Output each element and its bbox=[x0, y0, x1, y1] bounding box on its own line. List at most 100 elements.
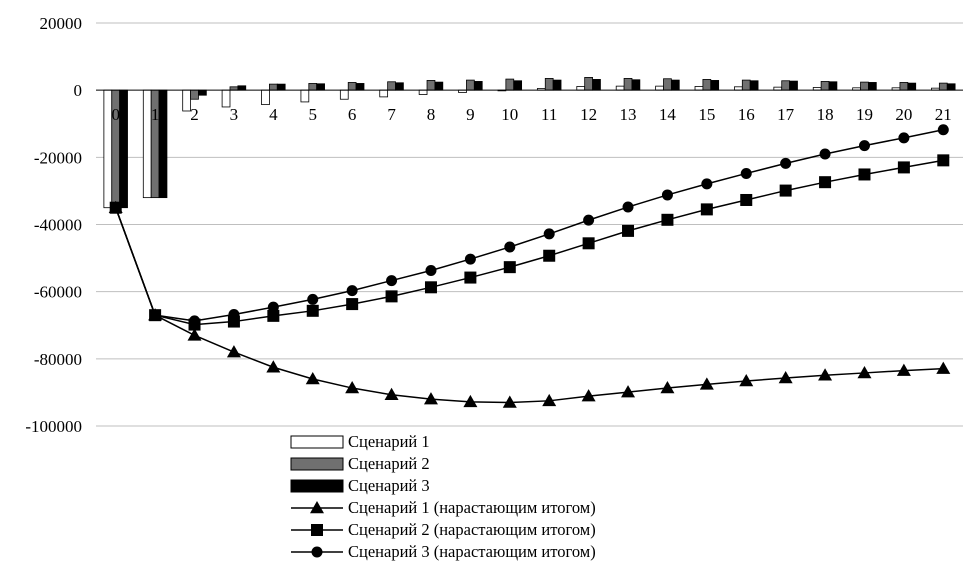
x-tick-label: 20 bbox=[895, 105, 912, 124]
x-tick-label: 15 bbox=[698, 105, 715, 124]
marker-triangle bbox=[226, 345, 241, 358]
x-tick-label: 3 bbox=[230, 105, 239, 124]
marker-circle bbox=[661, 189, 673, 201]
bar bbox=[355, 83, 365, 91]
bar bbox=[576, 86, 586, 91]
legend-swatch bbox=[290, 435, 344, 449]
y-tick-label: -100000 bbox=[25, 417, 82, 436]
series-line bbox=[109, 154, 950, 331]
legend: Сценарий 1 Сценарий 2 Сценарий 3 Сценарий 1… bbox=[290, 432, 596, 561]
marker-triangle bbox=[621, 385, 636, 398]
marker-square bbox=[622, 224, 635, 237]
x-tick-label: 19 bbox=[856, 105, 873, 124]
legend-label: Сценарий 2 bbox=[348, 454, 430, 473]
bar bbox=[268, 83, 278, 91]
marker-square bbox=[937, 154, 950, 167]
y-tick-label: -80000 bbox=[34, 350, 82, 369]
bar bbox=[860, 81, 869, 91]
bar bbox=[339, 89, 349, 100]
marker-circle bbox=[307, 293, 319, 305]
marker-circle bbox=[189, 315, 201, 327]
marker-circle bbox=[740, 167, 752, 179]
marker-square bbox=[858, 168, 871, 181]
line-path bbox=[115, 207, 944, 404]
bar bbox=[938, 82, 948, 91]
marker-triangle bbox=[778, 370, 793, 384]
bar bbox=[426, 80, 436, 91]
bar bbox=[615, 85, 625, 91]
bar bbox=[868, 82, 877, 91]
bar bbox=[300, 89, 310, 103]
x-tick-label: 0 bbox=[111, 105, 120, 124]
bar bbox=[907, 82, 917, 91]
x-tick-label: 8 bbox=[427, 105, 436, 124]
marker-triangle bbox=[581, 389, 596, 402]
marker-square bbox=[346, 298, 359, 311]
marker-square bbox=[819, 176, 832, 189]
bar bbox=[395, 82, 404, 91]
series-line bbox=[110, 124, 949, 327]
marker-square bbox=[267, 309, 280, 322]
bar bbox=[237, 85, 247, 91]
marker-triangle bbox=[936, 361, 951, 374]
marker-circle bbox=[819, 148, 831, 160]
bar bbox=[828, 81, 838, 91]
cumulative-lines-layer bbox=[108, 124, 951, 408]
marker-triangle bbox=[818, 368, 833, 381]
x-tick-label: 12 bbox=[580, 105, 597, 124]
marker-circle bbox=[149, 309, 161, 321]
marker-square bbox=[311, 524, 323, 536]
marker-circle bbox=[311, 546, 323, 558]
x-tick-label: 13 bbox=[620, 105, 637, 124]
x-tick-label: 17 bbox=[777, 105, 795, 124]
marker-triangle bbox=[699, 377, 714, 390]
marker-triangle bbox=[384, 387, 399, 401]
marker-square bbox=[661, 213, 674, 226]
bar bbox=[749, 80, 759, 91]
marker-square bbox=[582, 237, 595, 250]
bar bbox=[631, 79, 641, 91]
marker-circle bbox=[425, 265, 437, 277]
bar bbox=[434, 81, 444, 91]
legend-label: Сценарий 1 (нарастающим итогом) bbox=[348, 498, 596, 517]
bar bbox=[347, 82, 357, 91]
legend-item: Сценарий 1 (нарастающим итогом) bbox=[291, 498, 596, 517]
marker-square bbox=[897, 161, 910, 174]
bar bbox=[663, 78, 672, 91]
x-tick-label: 9 bbox=[466, 105, 475, 124]
bar bbox=[820, 81, 830, 91]
bar bbox=[899, 82, 909, 91]
x-tick-label: 5 bbox=[309, 105, 318, 124]
bar bbox=[316, 83, 325, 91]
marker-triangle bbox=[857, 365, 872, 379]
grid-layer bbox=[96, 22, 963, 427]
marker-square bbox=[700, 203, 713, 216]
bar bbox=[544, 78, 554, 91]
line-path bbox=[115, 129, 944, 322]
marker-circle bbox=[386, 275, 398, 287]
marker-triangle bbox=[739, 373, 754, 387]
bar bbox=[190, 89, 199, 100]
marker-circle bbox=[464, 253, 476, 265]
marker-triangle bbox=[266, 360, 281, 373]
marker-triangle bbox=[310, 501, 324, 514]
bar bbox=[418, 89, 428, 95]
marker-square bbox=[543, 249, 556, 262]
marker-circle bbox=[780, 157, 792, 169]
marker-circle bbox=[898, 132, 910, 144]
bar bbox=[781, 80, 791, 91]
legend-item: Сценарий 3 (нарастающим итогом) bbox=[291, 542, 596, 561]
marker-circle bbox=[267, 301, 279, 313]
marker-circle bbox=[543, 228, 555, 240]
bar bbox=[261, 89, 270, 106]
bar bbox=[592, 79, 601, 91]
bar bbox=[198, 89, 207, 96]
bar bbox=[946, 83, 956, 91]
legend-item: Сценарий 2 (нарастающим итогом) bbox=[291, 520, 596, 539]
marker-circle bbox=[622, 201, 634, 213]
x-tick-label: 2 bbox=[190, 105, 199, 124]
x-tick-label: 10 bbox=[501, 105, 518, 124]
marker-square bbox=[306, 304, 319, 317]
